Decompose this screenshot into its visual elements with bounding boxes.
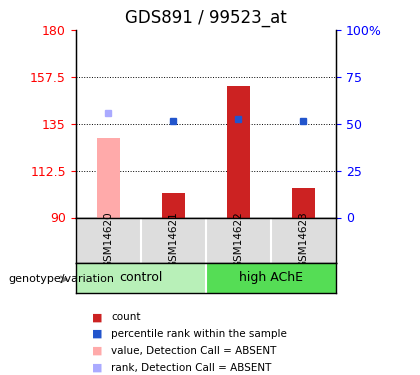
Bar [97, 138, 120, 218]
Bar [292, 188, 315, 218]
Text: high AChE: high AChE [239, 271, 303, 284]
Text: ■: ■ [92, 346, 103, 356]
Title: GDS891 / 99523_at: GDS891 / 99523_at [125, 9, 287, 27]
Text: count: count [111, 312, 141, 322]
Bar [162, 192, 185, 217]
Text: genotype/variation: genotype/variation [8, 274, 114, 284]
Text: ■: ■ [92, 329, 103, 339]
Bar [227, 86, 250, 218]
Text: ■: ■ [92, 312, 103, 322]
Text: control: control [119, 271, 163, 284]
Text: GSM14623: GSM14623 [299, 211, 308, 268]
Text: GSM14621: GSM14621 [168, 211, 178, 268]
Text: value, Detection Call = ABSENT: value, Detection Call = ABSENT [111, 346, 277, 356]
Text: ■: ■ [92, 363, 103, 373]
Text: rank, Detection Call = ABSENT: rank, Detection Call = ABSENT [111, 363, 272, 373]
Text: percentile rank within the sample: percentile rank within the sample [111, 329, 287, 339]
Text: GSM14622: GSM14622 [234, 211, 243, 268]
Text: GSM14620: GSM14620 [103, 211, 113, 268]
